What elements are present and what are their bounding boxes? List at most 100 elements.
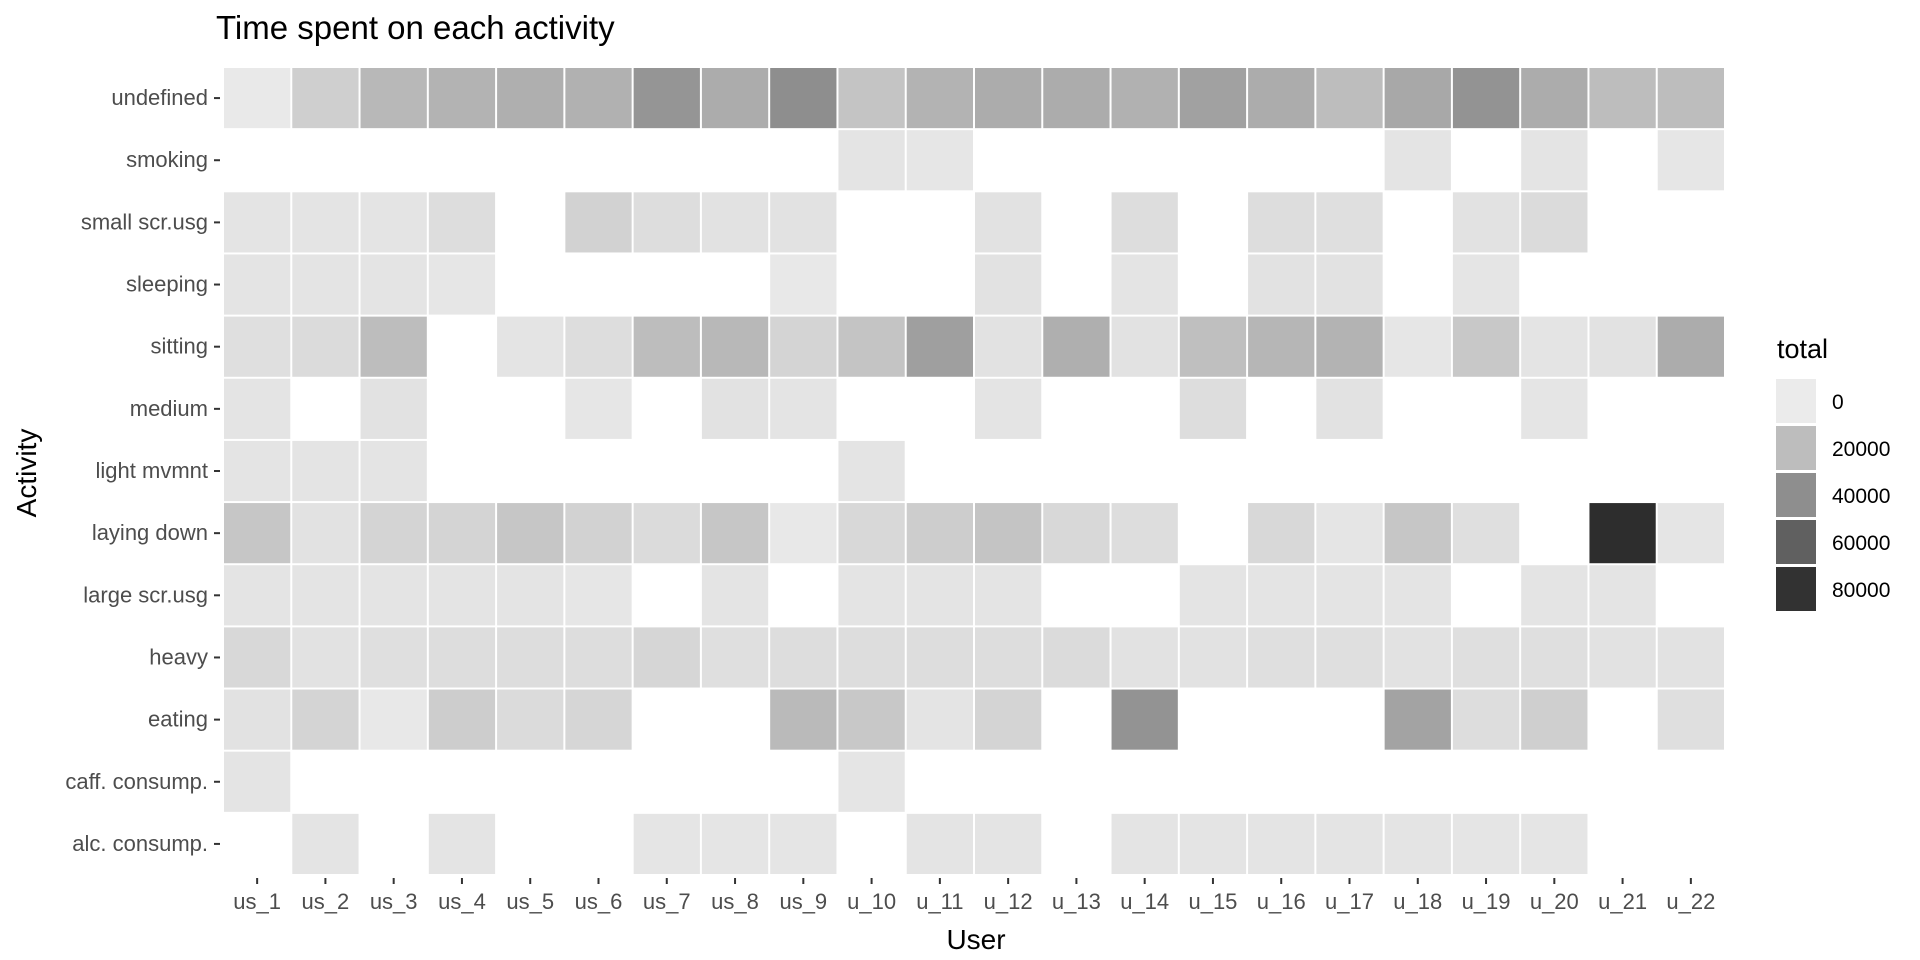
chart-title: Time spent on each activity (216, 9, 615, 46)
cell-large-scr-usg-us_5 (497, 565, 564, 626)
cell-sleeping-us_3 (360, 254, 427, 315)
cell-undefined-us_8 (701, 68, 769, 129)
cell-heavy-u_22 (1657, 627, 1724, 688)
cell-eating-us_1 (224, 689, 291, 750)
x-tick-label: u_11 (916, 889, 963, 914)
cell-eating-us_9 (770, 689, 837, 750)
x-axis-title: User (946, 924, 1005, 955)
cell-laying-down-u_16 (1248, 503, 1315, 564)
cell-undefined-u_14 (1111, 68, 1178, 129)
y-tick-label: medium (130, 396, 208, 421)
x-tick-label: u_12 (984, 889, 1033, 914)
x-tick-label: us_8 (711, 889, 759, 914)
cell-laying-down-u_22 (1657, 503, 1724, 564)
legend-title: total (1777, 334, 1828, 364)
cell-alc-consump-u_14 (1111, 813, 1178, 874)
cell-eating-u_12 (975, 689, 1042, 750)
cell-medium-us_8 (701, 378, 769, 439)
cell-undefined-u_10 (838, 68, 905, 129)
cell-sleeping-us_9 (770, 254, 837, 315)
cell-large-scr-usg-u_20 (1521, 565, 1588, 626)
cell-undefined-us_4 (428, 68, 496, 129)
cell-undefined-u_16 (1248, 68, 1315, 129)
cell-medium-u_12 (975, 378, 1042, 439)
cell-laying-down-us_1 (224, 503, 291, 564)
cell-small-scr-usg-us_4 (428, 192, 496, 253)
cell-laying-down-us_6 (565, 503, 632, 564)
cell-eating-us_2 (292, 689, 359, 750)
cell-sitting-us_9 (770, 316, 837, 377)
cell-undefined-u_20 (1521, 68, 1588, 129)
cell-smoking-u_11 (906, 130, 973, 191)
cell-alc-consump-u_19 (1452, 813, 1520, 874)
cell-light-mvmnt-us_1 (224, 440, 291, 502)
cell-laying-down-us_5 (497, 503, 564, 564)
cell-sitting-u_16 (1248, 316, 1315, 377)
cell-laying-down-us_8 (701, 503, 769, 564)
cell-large-scr-usg-u_15 (1179, 565, 1247, 626)
cell-small-scr-usg-us_3 (360, 192, 427, 253)
cell-undefined-u_11 (906, 68, 973, 129)
cell-small-scr-usg-us_6 (565, 192, 632, 253)
cell-alc-consump-us_4 (428, 813, 496, 874)
cell-caff-consump-us_1 (224, 751, 291, 812)
x-tick-label: u_14 (1120, 889, 1169, 914)
legend-label: 80000 (1832, 579, 1890, 602)
cell-undefined-u_21 (1589, 68, 1656, 129)
cell-large-scr-usg-us_8 (701, 565, 769, 626)
cell-medium-u_15 (1179, 378, 1247, 439)
y-tick-label: sitting (151, 334, 208, 359)
cell-heavy-us_5 (497, 627, 564, 688)
cell-large-scr-usg-us_6 (565, 565, 632, 626)
cell-heavy-us_9 (770, 627, 837, 688)
cell-alc-consump-u_17 (1316, 813, 1383, 874)
cell-sitting-u_21 (1589, 316, 1656, 377)
cell-large-scr-usg-u_21 (1589, 565, 1656, 626)
cell-small-scr-usg-us_1 (224, 192, 291, 253)
cell-laying-down-us_2 (292, 503, 359, 564)
x-tick-label: u_16 (1257, 889, 1306, 914)
cell-sleeping-u_19 (1452, 254, 1520, 315)
y-axis: undefined smoking small scr.usg sleeping sit… (65, 85, 220, 856)
cell-sleeping-us_4 (428, 254, 496, 315)
x-tick-label: u_17 (1325, 889, 1374, 914)
cell-large-scr-usg-u_16 (1248, 565, 1315, 626)
y-tick-label: heavy (149, 644, 208, 669)
cell-sitting-u_10 (838, 316, 905, 377)
cell-smoking-u_10 (838, 130, 905, 191)
cell-sleeping-u_17 (1316, 254, 1383, 315)
cell-large-scr-usg-us_1 (224, 565, 291, 626)
legend-swatch (1776, 379, 1816, 423)
cell-eating-us_6 (565, 689, 632, 750)
x-tick-label: u_22 (1666, 889, 1715, 914)
cell-medium-us_1 (224, 378, 291, 439)
cell-light-mvmnt-us_3 (360, 440, 427, 502)
cell-heavy-us_1 (224, 627, 291, 688)
cell-medium-u_17 (1316, 378, 1383, 439)
cell-eating-u_18 (1384, 689, 1451, 750)
cell-alc-consump-u_20 (1521, 813, 1588, 874)
cell-medium-us_6 (565, 378, 632, 439)
cell-undefined-us_1 (224, 68, 291, 129)
cell-heavy-u_20 (1521, 627, 1588, 688)
cell-large-scr-usg-us_4 (428, 565, 496, 626)
legend-label: 60000 (1832, 532, 1890, 555)
y-tick-label: alc. consump. (72, 831, 208, 856)
x-tick-label: us_6 (575, 889, 623, 914)
cell-light-mvmnt-us_2 (292, 440, 359, 502)
cell-sleeping-u_16 (1248, 254, 1315, 315)
cell-laying-down-u_17 (1316, 503, 1383, 564)
cell-smoking-u_22 (1657, 130, 1724, 191)
cell-sitting-us_2 (292, 316, 359, 377)
x-tick-label: u_21 (1598, 889, 1647, 914)
cell-alc-consump-us_2 (292, 813, 359, 874)
cell-sitting-u_20 (1521, 316, 1588, 377)
cell-eating-u_10 (838, 689, 905, 750)
cell-eating-us_5 (497, 689, 564, 750)
cell-laying-down-us_7 (633, 503, 700, 564)
cell-large-scr-usg-u_11 (906, 565, 973, 626)
cell-heavy-u_19 (1452, 627, 1520, 688)
y-tick-label: caff. consump. (65, 769, 208, 794)
cell-alc-consump-u_12 (975, 813, 1042, 874)
cell-heavy-us_3 (360, 627, 427, 688)
